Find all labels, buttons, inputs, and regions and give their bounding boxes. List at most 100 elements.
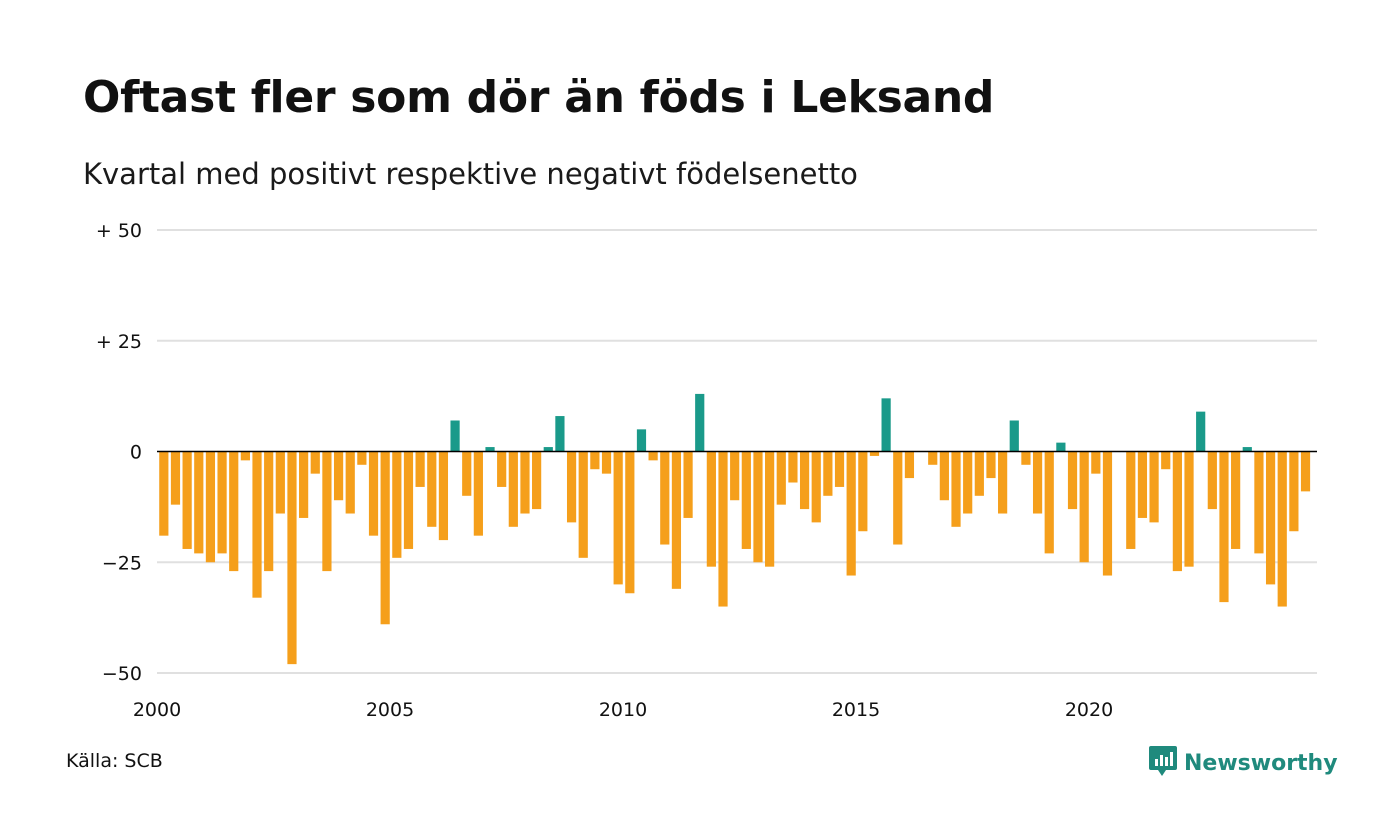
bar-negative (275, 451, 285, 514)
bar-negative (427, 451, 437, 527)
bar-positive (636, 429, 647, 452)
bar-negative (194, 451, 204, 554)
bar-negative (823, 451, 833, 496)
bar-negative (1044, 451, 1054, 554)
bar-negative (438, 451, 449, 541)
bar-negative (415, 451, 425, 487)
bar-negative (566, 451, 577, 523)
bar-negative (1265, 451, 1276, 585)
bar-negative (1161, 451, 1171, 470)
bar-positive (1056, 442, 1066, 452)
bar-negative (287, 451, 297, 665)
bar-negative (846, 451, 856, 576)
bar-negative (357, 451, 367, 465)
bar-positive (450, 420, 460, 452)
bar-negative (1231, 451, 1241, 549)
bar-negative (811, 451, 821, 523)
bar-negative (1277, 451, 1287, 607)
bar-negative (1184, 451, 1194, 567)
brand-logo[interactable]: Newsworthy (1148, 744, 1338, 782)
bar-negative (683, 451, 693, 518)
bar-negative (578, 451, 588, 558)
bar-negative (753, 451, 763, 563)
bar-positive (695, 393, 705, 452)
bar-positive (543, 447, 553, 452)
bar-negative (240, 451, 250, 461)
bar-negative (1091, 451, 1101, 474)
bar-negative (1254, 451, 1264, 554)
bar-negative (159, 451, 169, 536)
bar-negative (963, 451, 973, 514)
y-tick-label: + 50 (96, 220, 142, 242)
bar-negative (625, 451, 635, 594)
bar-negative (788, 451, 798, 483)
bar-negative (1149, 451, 1159, 523)
brand-name: Newsworthy (1184, 750, 1338, 776)
bar-negative (462, 451, 472, 496)
bar-negative (1172, 451, 1182, 572)
bar-negative (893, 451, 903, 545)
bar-negative (1032, 451, 1043, 514)
bar-negative (986, 451, 996, 479)
y-tick-label: 0 (130, 442, 142, 464)
bar-negative (217, 451, 227, 554)
bar-negative (998, 451, 1008, 514)
bar-negative (380, 451, 390, 625)
bar-negative (1021, 451, 1031, 465)
bar-negative (345, 451, 355, 514)
bar-negative (951, 451, 961, 527)
bar-negative (392, 451, 402, 558)
bar-positive (485, 447, 495, 452)
bar-positive (1009, 420, 1019, 452)
bar-negative (904, 451, 915, 479)
bar-negative (473, 451, 483, 536)
y-tick-label: −50 (102, 663, 142, 685)
bar-negative (939, 451, 949, 501)
x-tick-label: 2005 (366, 699, 414, 721)
bar-negative (834, 451, 845, 487)
bar-negative (718, 451, 728, 607)
source-note: Källa: SCB (66, 750, 163, 772)
bar-negative (741, 451, 751, 549)
bar-negative (322, 451, 332, 572)
newsworthy-logo-icon (1148, 744, 1178, 782)
bar-negative (264, 451, 274, 572)
bar-negative (928, 451, 938, 465)
y-tick-label: −25 (102, 552, 142, 574)
bar-negative (1219, 451, 1229, 603)
bar-negative (229, 451, 239, 572)
chart-subtitle: Kvartal med positivt respektive negativt… (83, 157, 858, 191)
bar-negative (299, 451, 309, 518)
bar-negative (1067, 451, 1078, 510)
bar-positive (881, 398, 891, 452)
bar-negative (497, 451, 507, 487)
bar-negative (706, 451, 716, 567)
bar-negative (590, 451, 600, 470)
gridlines (157, 229, 1317, 674)
bar-negative (799, 451, 810, 510)
bar-negative (1207, 451, 1217, 510)
bar-negative (869, 451, 880, 456)
bar-negative (1102, 451, 1113, 576)
bar-negative (765, 451, 775, 567)
bar-negative (182, 451, 192, 549)
bar-negative (520, 451, 530, 514)
bar-negative (648, 451, 658, 461)
bar-negative (368, 451, 379, 536)
x-tick-label: 2010 (599, 699, 647, 721)
bar-negative (1126, 451, 1136, 549)
bar-negative (170, 451, 181, 505)
bar-negative (660, 451, 670, 545)
x-tick-label: 2000 (133, 699, 181, 721)
y-tick-label: + 25 (96, 331, 142, 353)
bar-negative (730, 451, 740, 501)
bars (157, 393, 1317, 665)
bar-negative (508, 451, 518, 527)
bar-negative (974, 451, 984, 496)
x-tick-label: 2020 (1065, 699, 1113, 721)
bar-positive (1242, 447, 1252, 452)
bar-negative (205, 451, 216, 563)
bar-negative (601, 451, 612, 474)
bar-negative (532, 451, 542, 510)
bar-negative (1079, 451, 1089, 563)
